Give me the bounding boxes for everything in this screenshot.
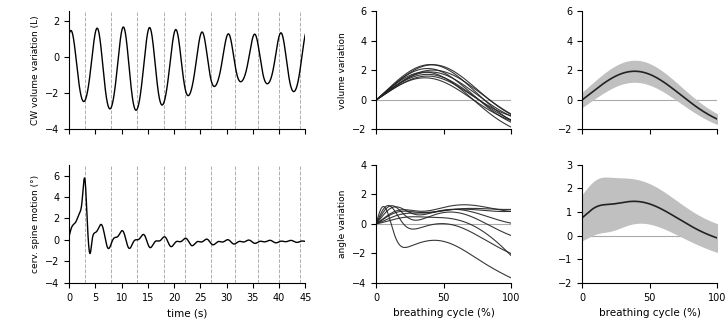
Y-axis label: angle variation: angle variation	[338, 190, 347, 258]
Y-axis label: volume variation: volume variation	[338, 32, 347, 109]
X-axis label: breathing cycle (%): breathing cycle (%)	[393, 308, 495, 318]
Y-axis label: cerv. spine motion (°): cerv. spine motion (°)	[31, 175, 39, 273]
X-axis label: time (s): time (s)	[167, 308, 207, 318]
X-axis label: breathing cycle (%): breathing cycle (%)	[598, 308, 700, 318]
Y-axis label: CW volume variation (L): CW volume variation (L)	[31, 16, 39, 125]
